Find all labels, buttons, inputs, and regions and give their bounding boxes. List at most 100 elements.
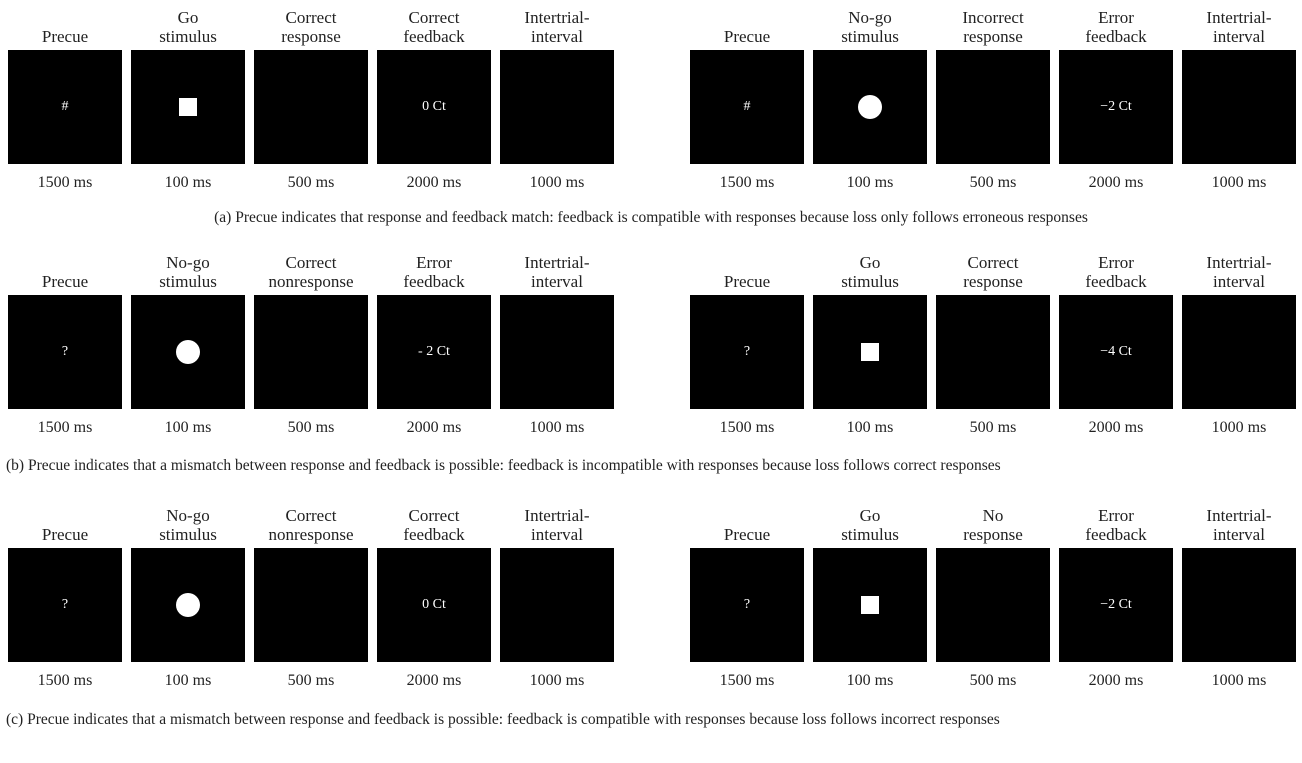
duration-label: 100 ms [164,419,212,436]
screen-text: −2 Ct [1100,597,1132,612]
stimulus-screen [500,50,614,164]
stimulus-screen [936,295,1050,409]
stimulus-screen [254,50,368,164]
screen-text: ? [61,344,69,359]
duration-label: 1000 ms [1211,419,1267,436]
step-label: Precue [41,272,89,291]
step-label: Precue [41,27,89,46]
duration-label: 1500 ms [37,419,93,436]
stimulus-screen [254,548,368,662]
step-label: No-go stimulus [159,506,217,544]
step-label: Precue [723,272,771,291]
step-label: No-go stimulus [841,8,899,46]
screen-text: ? [743,597,751,612]
stimulus-screen [813,295,927,409]
stimulus-screen: −2 Ct [1059,50,1173,164]
duration-label: 1500 ms [719,419,775,436]
step-label: Intertrial- interval [524,506,590,544]
stimulus-screen [500,548,614,662]
duration-label: 500 ms [969,419,1017,436]
step-label: Correct feedback [403,506,465,544]
screen-text: 0 Ct [422,99,446,114]
screen-text: 0 Ct [422,597,446,612]
white-circle-icon [858,95,882,119]
white-circle-icon [176,340,200,364]
duration-label: 500 ms [287,672,335,689]
stimulus-screen: ? [8,295,122,409]
stimulus-screen [131,295,245,409]
duration-label: 2000 ms [1088,672,1144,689]
stimulus-screen: # [690,50,804,164]
duration-label: 1500 ms [719,174,775,191]
duration-label: 1000 ms [1211,174,1267,191]
duration-label: 1000 ms [529,419,585,436]
section-caption: (b) Precue indicates that a mismatch bet… [6,457,1001,474]
step-label: Correct nonresponse [268,506,354,544]
stimulus-screen [131,50,245,164]
duration-label: 500 ms [969,672,1017,689]
step-label: Precue [723,525,771,544]
duration-label: 100 ms [164,672,212,689]
screen-text: −4 Ct [1100,344,1132,359]
duration-label: 1500 ms [719,672,775,689]
section-caption: (c) Precue indicates that a mismatch bet… [6,711,1000,728]
white-circle-icon [176,593,200,617]
stimulus-screen [1182,295,1296,409]
step-label: Go stimulus [159,8,217,46]
step-label: No response [963,506,1023,544]
step-label: Error feedback [403,253,465,291]
duration-label: 100 ms [846,419,894,436]
stimulus-screen [131,548,245,662]
duration-label: 2000 ms [406,419,462,436]
stimulus-screen [813,548,927,662]
screen-text: # [743,99,751,114]
white-square-icon [861,596,879,614]
duration-label: 100 ms [846,174,894,191]
duration-label: 500 ms [969,174,1017,191]
duration-label: 2000 ms [1088,419,1144,436]
stimulus-screen [1182,50,1296,164]
step-label: Correct feedback [403,8,465,46]
step-label: Error feedback [1085,8,1147,46]
section-caption: (a) Precue indicates that response and f… [214,209,1088,226]
duration-label: 1000 ms [529,672,585,689]
step-label: Precue [41,525,89,544]
screen-text: # [61,99,69,114]
stimulus-screen [936,50,1050,164]
duration-label: 1500 ms [37,672,93,689]
duration-label: 2000 ms [406,672,462,689]
stimulus-screen: −2 Ct [1059,548,1173,662]
duration-label: 1500 ms [37,174,93,191]
white-square-icon [179,98,197,116]
duration-label: 1000 ms [1211,672,1267,689]
white-square-icon [861,343,879,361]
step-label: Error feedback [1085,506,1147,544]
stimulus-screen: ? [690,295,804,409]
step-label: Precue [723,27,771,46]
step-label: Go stimulus [841,253,899,291]
stimulus-screen [813,50,927,164]
step-label: Intertrial- interval [524,8,590,46]
step-label: Incorrect response [962,8,1024,46]
stimulus-screen: ? [690,548,804,662]
duration-label: 100 ms [846,672,894,689]
step-label: Intertrial- interval [1206,253,1272,291]
duration-label: 2000 ms [406,174,462,191]
stimulus-screen [936,548,1050,662]
stimulus-screen [500,295,614,409]
step-label: Correct response [281,8,341,46]
stimulus-screen: −4 Ct [1059,295,1173,409]
step-label: Go stimulus [841,506,899,544]
stimulus-screen: 0 Ct [377,548,491,662]
screen-text: ? [743,344,751,359]
screen-text: −2 Ct [1100,99,1132,114]
step-label: Correct nonresponse [268,253,354,291]
step-label: Intertrial- interval [1206,8,1272,46]
stimulus-screen [1182,548,1296,662]
step-label: No-go stimulus [159,253,217,291]
stimulus-screen [254,295,368,409]
step-label: Correct response [963,253,1023,291]
duration-label: 500 ms [287,174,335,191]
stimulus-screen: # [8,50,122,164]
step-label: Error feedback [1085,253,1147,291]
